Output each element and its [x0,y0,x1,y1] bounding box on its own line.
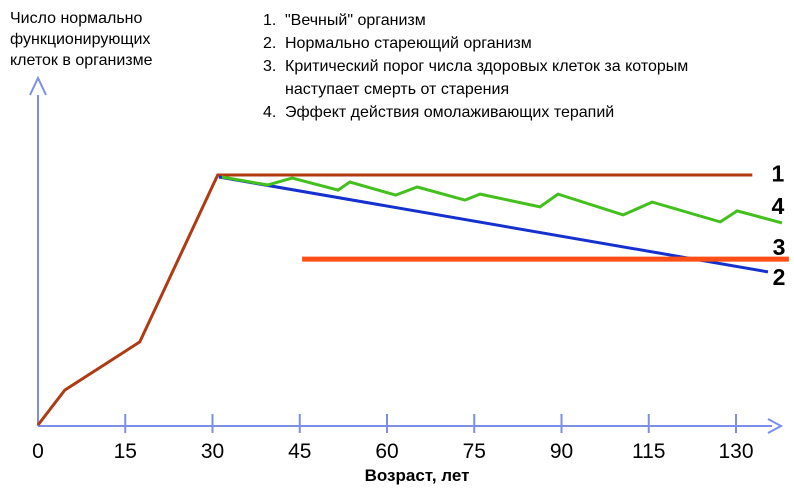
legend-item-number: 2. [263,35,277,52]
series-number-label-4: 4 [772,193,785,219]
y-axis-title: Число нормально функционирующих клеток в… [10,10,153,69]
x-tick-label: 60 [375,440,398,463]
x-tick-label: 30 [201,440,224,463]
series-number-label-3: 3 [773,234,786,260]
legend-item-1: 1. "Вечный" организм [263,9,688,32]
series-number-label-2: 2 [773,264,786,290]
legend-item-text: Нормально стареющий организм [285,35,532,52]
series-number-label-1: 1 [772,161,785,187]
legend-item-text-line1: Критический порог числа здоровых клеток … [285,58,689,75]
legend-item-number: 4. [263,104,277,121]
legend-item-3: 3. Критический порог числа здоровых клет… [263,55,688,101]
y-axis-arrow-icon [29,75,47,96]
legend-item-text: "Вечный" организм [285,12,426,29]
series-line-1 [36,173,753,426]
x-tick-label: 45 [288,440,311,463]
legend-item-text: Критический порог числа здоровых клеток … [285,55,688,101]
legend-item-4: 4. Эффект действия омолаживающих терапий [263,101,688,124]
x-tick-label: 90 [550,440,573,463]
x-tick-label: 130 [718,440,753,463]
legend-item-number: 1. [263,12,277,29]
x-axis-arrow-icon [767,418,784,434]
series-line-2 [218,175,769,274]
x-tick-label: 15 [114,440,137,463]
legend-item-number: 3. [263,58,277,75]
legend-item-text: Эффект действия омолаживающих терапий [285,104,615,121]
x-tick-label: 0 [32,440,44,463]
x-tick-label: 115 [632,440,665,463]
legend-item-text-line2: наступает смерть от старения [285,81,510,98]
x-axis-label: Возраст, лет [364,466,470,485]
chart-legend: 1. "Вечный" организм 2. Нормально старею… [263,9,688,124]
series-line-4 [221,175,783,225]
legend-item-2: 2. Нормально стареющий организм [263,32,688,55]
x-tick-label: 75 [463,440,486,463]
